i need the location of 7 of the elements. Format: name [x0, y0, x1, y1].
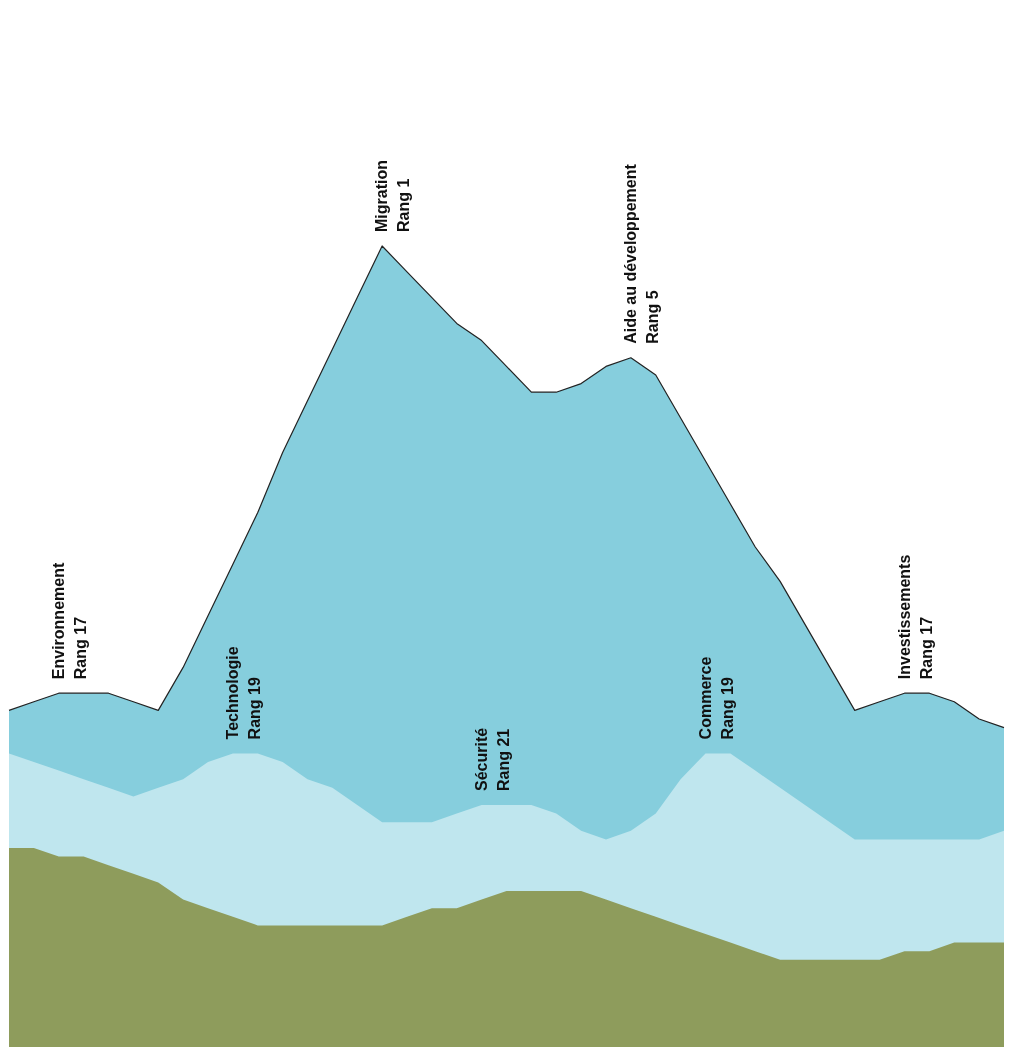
annotation: Technologie Rang 19: [223, 646, 263, 740]
annotation: Aide au développement Rang 5: [621, 163, 661, 344]
annotation: Environnement Rang 17: [49, 562, 89, 680]
annotation: Commerce Rang 19: [696, 656, 736, 740]
text: Migration Rang 1: [373, 160, 413, 232]
annotation: Investissements Rang 17: [895, 554, 935, 680]
annotation: Sécurité Rang 21: [472, 727, 512, 791]
